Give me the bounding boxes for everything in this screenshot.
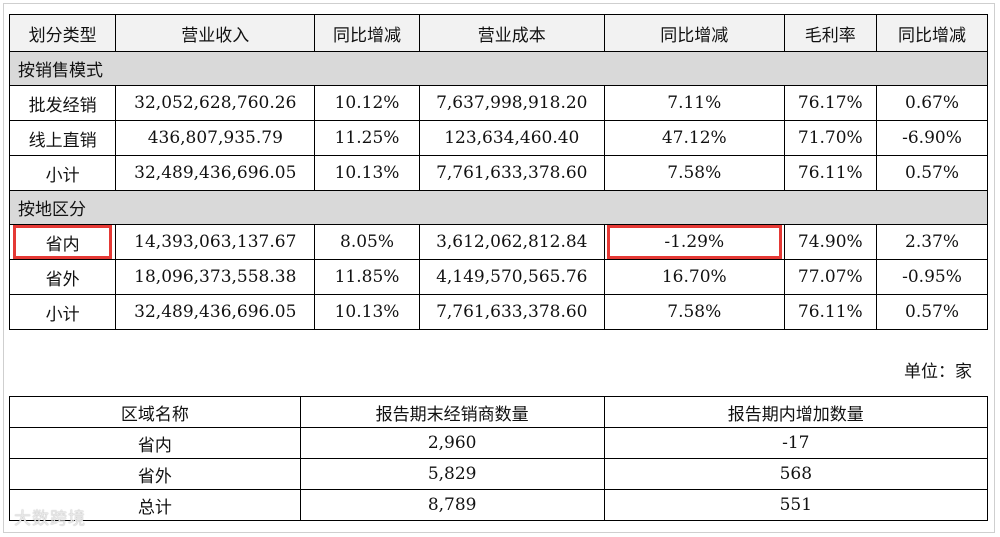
table-cell: 7,637,998,918.20 xyxy=(418,85,605,121)
table-cell: 0.57% xyxy=(876,155,988,191)
table-cell: 8,789 xyxy=(299,489,605,521)
table-cell: 7.58% xyxy=(603,294,785,330)
distributor-table: 区域名称 报告期末经销商数量 报告期内增加数量 省内 2,960 -17 省外 … xyxy=(9,396,989,521)
table-cell: 7.11% xyxy=(603,85,785,121)
table-cell: 5,829 xyxy=(299,458,605,490)
table-cell: 16.70% xyxy=(603,259,785,295)
table-cell: 47.12% xyxy=(603,120,785,156)
header-cell: 报告期末经销商数量 xyxy=(299,396,605,428)
table-row: 省外 5,829 568 xyxy=(9,458,989,490)
watermark: 大数跨境 xyxy=(14,509,86,529)
table-cell: 32,489,436,696.05 xyxy=(115,155,316,191)
table-cell: 14,393,063,137.67 xyxy=(115,224,316,260)
table-cell: 8.05% xyxy=(314,224,420,260)
table-cell: 76.11% xyxy=(783,155,878,191)
table-cell: 7,761,633,378.60 xyxy=(418,294,605,330)
header-cell: 区域名称 xyxy=(9,396,301,428)
header-cell: 营业收入 xyxy=(115,14,316,52)
header-cell: 营业成本 xyxy=(418,14,605,52)
section-label: 按地区分 xyxy=(9,190,988,225)
table-cell: 2.37% xyxy=(876,224,988,260)
table-cell: 小计 xyxy=(8,155,117,191)
table-row: 省外 18,096,373,558.38 11.85% 4,149,570,56… xyxy=(8,259,988,295)
unit-label: 单位：家 xyxy=(904,362,972,382)
table-header-row: 划分类型 营业收入 同比增减 营业成本 同比增减 毛利率 同比增减 xyxy=(8,14,988,52)
table-row: 线上直销 436,807,935.79 11.25% 123,634,460.4… xyxy=(8,120,988,156)
table-cell: -17 xyxy=(603,427,989,459)
table-cell: 7,761,633,378.60 xyxy=(418,155,605,191)
table-cell: 批发经销 xyxy=(8,85,117,121)
table-cell: 10.13% xyxy=(314,294,420,330)
table-header-row: 区域名称 报告期末经销商数量 报告期内增加数量 xyxy=(9,396,989,428)
header-cell: 同比增减 xyxy=(603,14,785,52)
table-cell: 小计 xyxy=(8,294,117,330)
table-cell: 线上直销 xyxy=(8,120,117,156)
header-cell: 报告期内增加数量 xyxy=(603,396,989,428)
table-cell: 4,149,570,565.76 xyxy=(418,259,605,295)
table-cell: 11.85% xyxy=(314,259,420,295)
table-cell: 18,096,373,558.38 xyxy=(115,259,316,295)
revenue-table: 划分类型 营业收入 同比增减 营业成本 同比增减 毛利率 同比增减 按销售模式 … xyxy=(8,14,988,330)
table-row: 省内 14,393,063,137.67 8.05% 3,612,062,812… xyxy=(8,224,988,260)
table-cell: 省内 xyxy=(9,427,301,459)
table-row: 批发经销 32,052,628,760.26 10.12% 7,637,998,… xyxy=(8,85,988,121)
table-cell: 0.67% xyxy=(876,85,988,121)
table-row: 省内 2,960 -17 xyxy=(9,427,989,459)
table-cell: 11.25% xyxy=(314,120,420,156)
highlighted-cell: -1.29% xyxy=(603,224,785,260)
table-cell: 32,489,436,696.05 xyxy=(115,294,316,330)
table-cell: 3,612,062,812.84 xyxy=(418,224,605,260)
table-row-subtotal: 小计 32,489,436,696.05 10.13% 7,761,633,37… xyxy=(8,294,988,330)
table-cell: 568 xyxy=(603,458,989,490)
table-cell: 省外 xyxy=(9,458,301,490)
table-cell: 123,634,460.40 xyxy=(418,120,605,156)
header-cell: 毛利率 xyxy=(783,14,878,52)
table-cell: 省外 xyxy=(8,259,117,295)
header-cell: 划分类型 xyxy=(8,14,117,52)
highlighted-cell: 省内 xyxy=(8,224,117,260)
table-cell: 总计 xyxy=(9,489,301,521)
table-cell: -6.90% xyxy=(876,120,988,156)
table-cell: 0.57% xyxy=(876,294,988,330)
section-row-by-region: 按地区分 xyxy=(9,190,988,225)
table-cell: 436,807,935.79 xyxy=(115,120,316,156)
table-cell: 10.12% xyxy=(314,85,420,121)
table-cell: 32,052,628,760.26 xyxy=(115,85,316,121)
table-cell: 10.13% xyxy=(314,155,420,191)
table-cell: 77.07% xyxy=(783,259,878,295)
table-cell: 74.90% xyxy=(783,224,878,260)
header-cell: 同比增减 xyxy=(314,14,420,52)
section-row-by-mode: 按销售模式 xyxy=(9,51,988,86)
table-cell: 76.17% xyxy=(783,85,878,121)
table-row-total: 总计 8,789 551 xyxy=(9,489,989,521)
table-cell: 2,960 xyxy=(299,427,605,459)
table-cell: 76.11% xyxy=(783,294,878,330)
table-cell: 7.58% xyxy=(603,155,785,191)
table-cell: -0.95% xyxy=(876,259,988,295)
table-row-subtotal: 小计 32,489,436,696.05 10.13% 7,761,633,37… xyxy=(8,155,988,191)
table-cell: 551 xyxy=(603,489,989,521)
table-cell: 71.70% xyxy=(783,120,878,156)
header-cell: 同比增减 xyxy=(876,14,988,52)
section-label: 按销售模式 xyxy=(9,51,988,86)
